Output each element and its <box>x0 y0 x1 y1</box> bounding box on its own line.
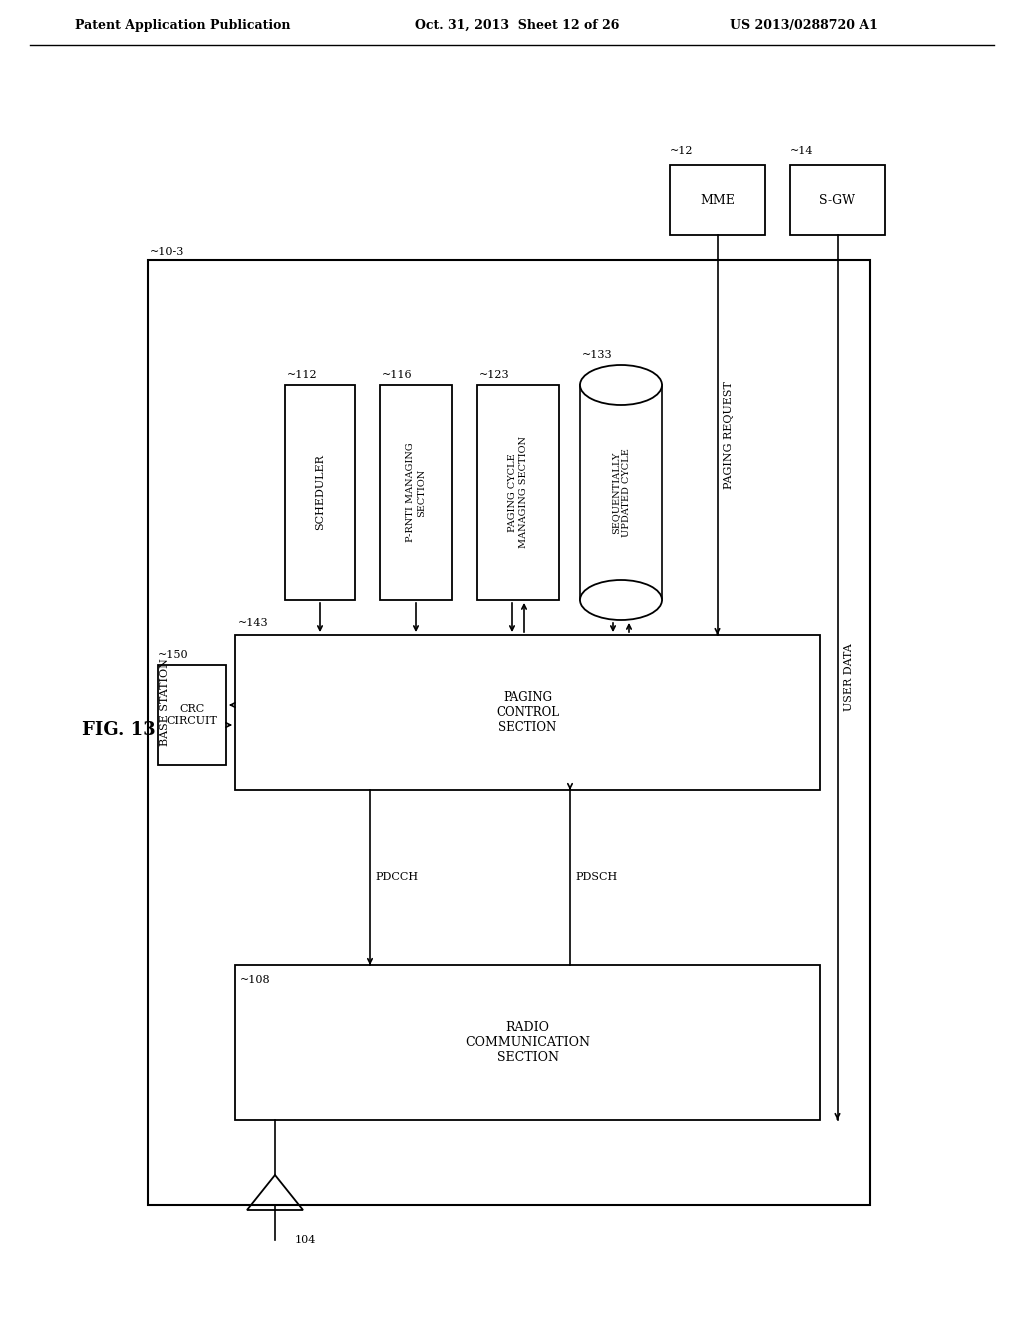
Text: P-RNTI MANAGING
SECTION: P-RNTI MANAGING SECTION <box>407 442 426 543</box>
Text: PAGING REQUEST: PAGING REQUEST <box>725 381 734 488</box>
Text: 104: 104 <box>295 1236 316 1245</box>
Text: ~108: ~108 <box>240 975 270 985</box>
Text: MME: MME <box>700 194 735 206</box>
Text: PAGING
CONTROL
SECTION: PAGING CONTROL SECTION <box>496 690 559 734</box>
Bar <box>670 165 765 235</box>
Text: RADIO
COMMUNICATION
SECTION: RADIO COMMUNICATION SECTION <box>465 1020 590 1064</box>
Text: US 2013/0288720 A1: US 2013/0288720 A1 <box>730 18 878 32</box>
Bar <box>148 260 870 1205</box>
Text: SCHEDULER: SCHEDULER <box>315 454 325 531</box>
Bar <box>285 385 355 601</box>
Text: ~112: ~112 <box>287 370 317 380</box>
Bar <box>790 165 885 235</box>
Bar <box>234 635 820 789</box>
Text: ~116: ~116 <box>382 370 413 380</box>
Bar <box>380 385 452 601</box>
Ellipse shape <box>580 366 662 405</box>
Text: PDSCH: PDSCH <box>575 873 617 883</box>
Text: ~150: ~150 <box>158 649 188 660</box>
Text: ~133: ~133 <box>582 350 612 360</box>
Ellipse shape <box>580 579 662 620</box>
Text: SEQUENTIALLY
UPDATED CYCLE: SEQUENTIALLY UPDATED CYCLE <box>611 447 631 537</box>
Bar <box>234 965 820 1119</box>
Text: S-GW: S-GW <box>819 194 855 206</box>
Text: USER DATA: USER DATA <box>845 644 854 711</box>
Text: ~12: ~12 <box>670 147 693 156</box>
Text: ~14: ~14 <box>790 147 813 156</box>
Text: FIG. 13: FIG. 13 <box>82 721 156 739</box>
Text: ~143: ~143 <box>238 618 268 628</box>
Text: ~123: ~123 <box>479 370 510 380</box>
Text: Patent Application Publication: Patent Application Publication <box>75 18 291 32</box>
Bar <box>158 665 226 766</box>
Bar <box>477 385 559 601</box>
Text: PDCCH: PDCCH <box>375 873 418 883</box>
Text: CRC
CIRCUIT: CRC CIRCUIT <box>167 704 217 726</box>
Text: ~10-3: ~10-3 <box>150 247 184 257</box>
Text: Oct. 31, 2013  Sheet 12 of 26: Oct. 31, 2013 Sheet 12 of 26 <box>415 18 620 32</box>
Text: BASE STATION: BASE STATION <box>160 659 170 746</box>
Text: PAGING CYCLE
MANAGING SECTION: PAGING CYCLE MANAGING SECTION <box>508 437 527 549</box>
